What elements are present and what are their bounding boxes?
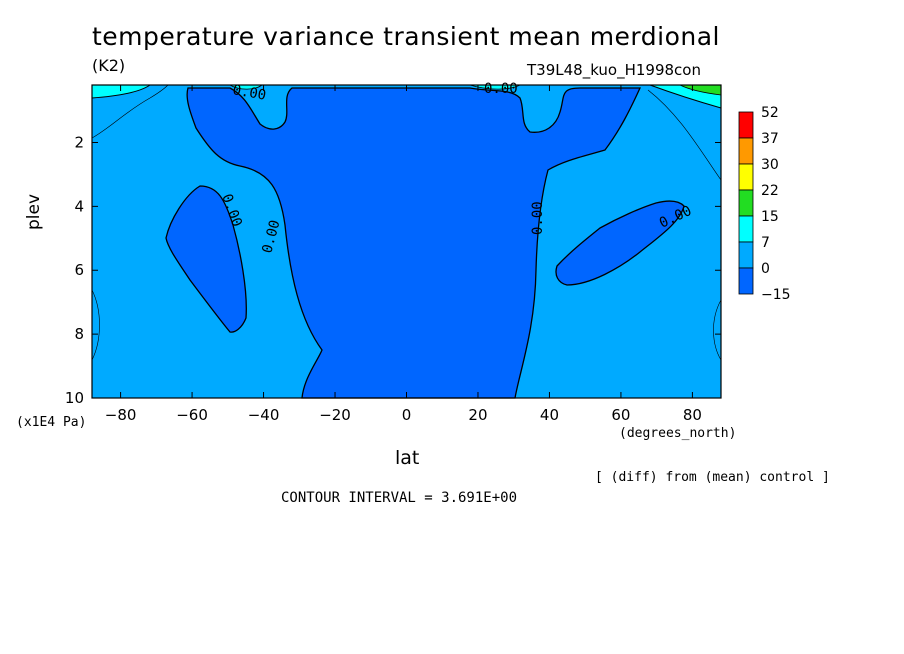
y-tick-label: 4 [74,197,84,215]
colorbar-label: −15 [761,287,791,303]
central-negative-region [186,87,642,399]
colorbar-swatch [738,267,754,295]
x-tick-label: 0 [402,406,412,424]
diff-note: [ (diff) from (mean) control ] [595,470,830,485]
x-axis-units: (degrees_north) [619,426,737,441]
colorbar-swatch [738,189,754,217]
y-axis-units: (x1E4 Pa) [16,415,87,430]
contour-label: 0.00 [231,82,267,104]
chart-title: temperature variance transient mean merd… [92,22,720,51]
x-axis-label: lat [395,447,420,469]
y-axis: 2 4 6 8 10 [65,133,721,407]
colorbar-swatch [738,241,754,269]
x-tick-label: 20 [468,406,487,424]
colorbar-swatch [738,111,754,139]
x-tick-label: −40 [248,406,280,424]
colorbar: 52 37 30 22 15 7 0 −15 [738,105,791,303]
colorbar-swatch [738,215,754,243]
contour-label: 0.00 [530,201,546,235]
y-tick-label: 10 [65,389,84,407]
y-tick-label: 8 [74,325,84,343]
right-edge-contour [713,299,722,361]
x-axis: −80 −60 −40 −20 0 20 40 60 80 [105,85,702,424]
right-thin-contour [647,89,722,181]
left-negative-island [165,185,247,333]
left-thin-contour [91,84,169,139]
colorbar-label: 30 [761,157,779,173]
x-tick-label: 40 [540,406,559,424]
contour-interval: CONTOUR INTERVAL = 3.691E+00 [281,490,518,506]
colorbar-label: 15 [761,209,779,225]
x-tick-label: 60 [611,406,630,424]
y-tick-label: 6 [74,261,84,279]
right-negative-island [555,200,685,286]
x-tick-label: 80 [683,406,702,424]
chart-units: (K2) [92,56,126,75]
x-tick-label: −60 [176,406,208,424]
colorbar-swatch [738,137,754,165]
colorbar-label: 52 [761,105,779,121]
run-label: T39L48_kuo_H1998con [527,61,701,79]
x-tick-label: −20 [319,406,351,424]
colorbar-label: 7 [761,235,770,251]
left-edge-contour [91,289,100,361]
y-tick-label: 2 [74,133,84,151]
y-axis-label: plev [24,193,44,230]
colorbar-label: 0 [761,261,770,277]
contour-label: 0.00 [484,81,518,97]
colorbar-swatch [738,163,754,191]
colorbar-label: 22 [761,183,779,199]
colorbar-label: 37 [761,131,779,147]
x-tick-label: −80 [105,406,137,424]
